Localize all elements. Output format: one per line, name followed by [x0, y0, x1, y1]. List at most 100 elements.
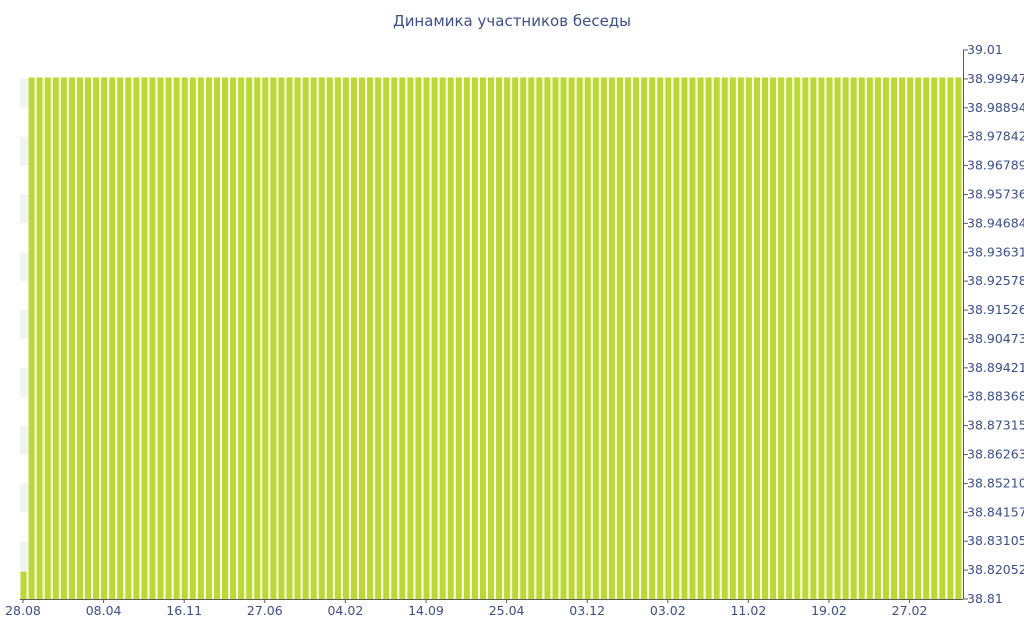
bar: [84, 77, 92, 599]
bar: [931, 77, 938, 599]
chart-title: Динамика участников беседы: [392, 12, 632, 30]
bar: [246, 77, 253, 599]
bar: [568, 77, 575, 599]
x-tick-label: 04.02: [327, 603, 363, 618]
bar: [520, 77, 527, 599]
bar: [915, 77, 922, 599]
bar: [939, 77, 946, 599]
bar: [834, 77, 841, 599]
bar: [399, 77, 406, 599]
bar: [238, 77, 245, 599]
bar: [431, 77, 438, 599]
bar: [423, 77, 430, 599]
background-band: [20, 310, 28, 339]
bar: [149, 77, 156, 599]
bar: [592, 77, 599, 599]
bar: [165, 77, 172, 599]
bar: [294, 77, 301, 599]
y-tick-label: 38.91526: [967, 302, 1024, 317]
bar: [383, 77, 390, 599]
y-tick-label: 38.86263: [967, 447, 1024, 462]
bar: [173, 77, 180, 599]
x-tick-label: 25.04: [489, 603, 525, 618]
bar: [753, 77, 760, 599]
bar: [737, 77, 744, 599]
background-band: [20, 194, 28, 224]
bar: [850, 77, 857, 599]
bar: [608, 77, 615, 599]
bar: [600, 77, 607, 599]
bar: [270, 77, 277, 599]
bar: [310, 77, 317, 599]
bar: [455, 77, 462, 599]
bar: [326, 77, 333, 599]
bar: [713, 77, 720, 599]
bar: [818, 77, 825, 599]
bar: [544, 77, 551, 599]
bar: [616, 77, 623, 599]
bar: [350, 77, 358, 599]
y-tick-label: 38.82052: [967, 562, 1024, 577]
bar: [197, 77, 204, 599]
bar: [109, 77, 116, 599]
bar: [205, 77, 212, 599]
bar: [20, 571, 27, 599]
bar: [117, 77, 124, 599]
bar: [157, 77, 164, 599]
bar: [302, 77, 309, 599]
y-tick-label: 38.87315: [967, 418, 1024, 433]
bar: [375, 77, 382, 599]
bar: [665, 77, 672, 599]
y-tick-label: 38.90473: [967, 331, 1024, 346]
bar: [576, 77, 583, 599]
bar: [657, 77, 664, 599]
bar: [528, 77, 535, 599]
bar: [858, 77, 865, 599]
bar: [794, 77, 801, 599]
bar: [101, 77, 108, 599]
bar: [842, 77, 849, 599]
bar: [907, 77, 914, 599]
bar: [367, 77, 374, 599]
bar: [552, 77, 559, 599]
bar: [770, 77, 777, 599]
bar: [560, 77, 567, 599]
bar: [254, 77, 261, 599]
bar: [697, 77, 704, 599]
y-tick-label: 38.85210: [967, 475, 1024, 490]
y-tick-label: 38.83105: [967, 533, 1024, 548]
bar: [60, 77, 67, 599]
bar: [536, 77, 543, 599]
background-band: [20, 425, 28, 455]
bar: [44, 77, 51, 599]
bar: [479, 77, 486, 599]
bar: [68, 77, 75, 599]
bar: [866, 77, 873, 599]
y-tick-label: 38.92578: [967, 273, 1024, 288]
bar: [729, 77, 736, 599]
bar: [407, 77, 414, 599]
bar: [689, 77, 696, 599]
background-band: [20, 252, 28, 282]
x-tick-label: 19.02: [811, 603, 847, 618]
bar: [93, 77, 100, 599]
background-band: [20, 483, 28, 513]
bar: [649, 77, 656, 599]
bar: [882, 77, 889, 599]
bar: [286, 77, 293, 599]
y-tick-label: 39.01: [967, 42, 1003, 57]
bar: [334, 77, 341, 599]
bar: [36, 77, 43, 599]
bar: [76, 77, 83, 599]
bar: [512, 77, 519, 599]
bar: [810, 77, 817, 599]
bar: [28, 77, 35, 599]
bar: [463, 77, 470, 599]
y-tick-label: 38.94684: [967, 215, 1024, 230]
y-tick-label: 38.89421: [967, 360, 1024, 375]
bar: [802, 77, 809, 599]
bar: [504, 77, 511, 599]
x-tick-label: 08.04: [86, 603, 122, 618]
bar: [222, 77, 229, 599]
